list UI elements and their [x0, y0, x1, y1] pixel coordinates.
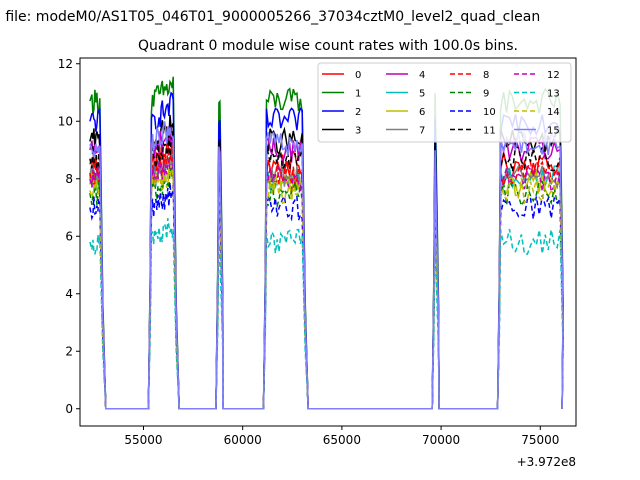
legend-label-3: 3	[355, 126, 361, 137]
y-tick-label: 4	[65, 287, 73, 301]
legend-label-4: 4	[419, 70, 425, 81]
y-tick-label: 12	[58, 57, 73, 71]
legend-label-6: 6	[419, 107, 425, 118]
x-offset-label: +3.972e8	[517, 455, 576, 469]
series-line-13	[89, 218, 564, 410]
chart-title: Quadrant 0 module wise count rates with …	[138, 38, 518, 54]
legend-label-8: 8	[483, 70, 489, 81]
y-tick-label: 8	[65, 172, 73, 186]
x-tick-label: 60000	[224, 433, 262, 447]
series-line-7	[89, 154, 564, 410]
legend-label-13: 13	[547, 89, 560, 100]
x-tick-label: 55000	[124, 433, 162, 447]
y-tick-label: 6	[65, 229, 73, 243]
x-tick-label: 75000	[521, 433, 559, 447]
legend-box	[317, 62, 572, 143]
y-tick-label: 0	[65, 402, 73, 416]
series-line-14	[89, 164, 564, 410]
series-line-12	[89, 158, 564, 410]
y-tick-label: 2	[65, 344, 73, 358]
x-axis: 55000 60000 65000 70000 75000	[124, 426, 559, 447]
legend-label-1: 1	[355, 89, 361, 100]
legend-label-14: 14	[547, 107, 560, 118]
x-tick-label: 70000	[422, 433, 460, 447]
plot-frame	[79, 57, 577, 427]
figure-suptitle: n file: modeM0/AS1T05_046T01_9000005266_…	[0, 9, 540, 25]
legend-label-9: 9	[483, 89, 489, 100]
legend-label-15: 15	[547, 126, 560, 137]
series-line-11	[89, 131, 564, 410]
legend-label-5: 5	[419, 89, 425, 100]
legend-label-0: 0	[355, 70, 361, 81]
legend-label-2: 2	[355, 107, 361, 118]
legend-label-11: 11	[483, 126, 496, 137]
y-tick-label: 10	[58, 114, 73, 128]
legend-label-7: 7	[419, 126, 425, 137]
y-axis: 0 2 4 6 8 10 12	[58, 57, 80, 416]
legend-label-12: 12	[547, 70, 560, 81]
x-tick-label: 65000	[323, 433, 361, 447]
series-line-8	[89, 144, 564, 410]
series-line-10	[89, 182, 564, 410]
legend-label-10: 10	[483, 107, 496, 118]
